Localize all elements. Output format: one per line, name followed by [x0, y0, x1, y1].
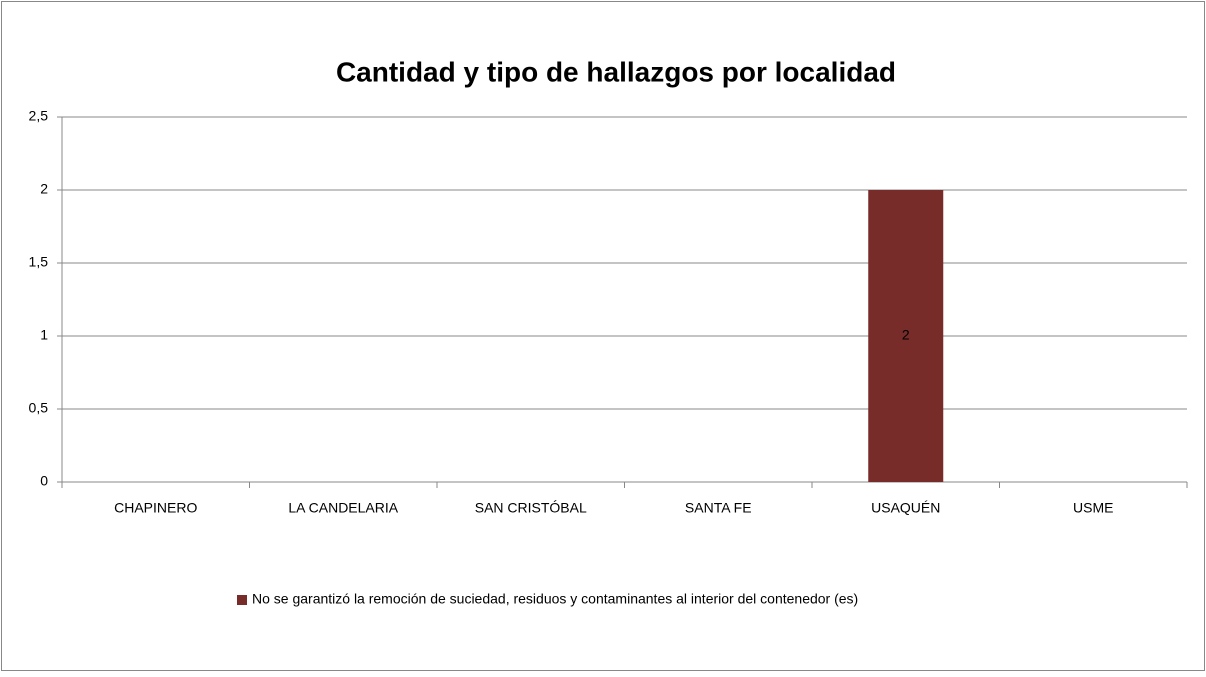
legend-label: No se garantizó la remoción de suciedad,… — [252, 591, 858, 607]
x-tick-label: CHAPINERO — [114, 500, 197, 516]
legend-swatch — [237, 595, 247, 605]
x-tick-label: LA CANDELARIA — [288, 500, 398, 516]
y-tick-label: 2,5 — [29, 108, 49, 124]
x-tick-label: SAN CRISTÓBAL — [475, 500, 587, 516]
y-tick-label: 1,5 — [29, 254, 49, 270]
y-tick-label: 2 — [40, 181, 48, 197]
value-label: 2 — [902, 327, 910, 343]
x-tick-label: USME — [1073, 500, 1113, 516]
y-tick-label: 1 — [40, 327, 48, 343]
chart-title: Cantidad y tipo de hallazgos por localid… — [336, 56, 896, 87]
x-tick-label: SANTA FE — [685, 500, 752, 516]
bar — [868, 190, 944, 482]
x-tick-label: USAQUÉN — [871, 500, 940, 516]
y-tick-label: 0,5 — [29, 400, 49, 416]
y-tick-label: 0 — [40, 473, 48, 489]
